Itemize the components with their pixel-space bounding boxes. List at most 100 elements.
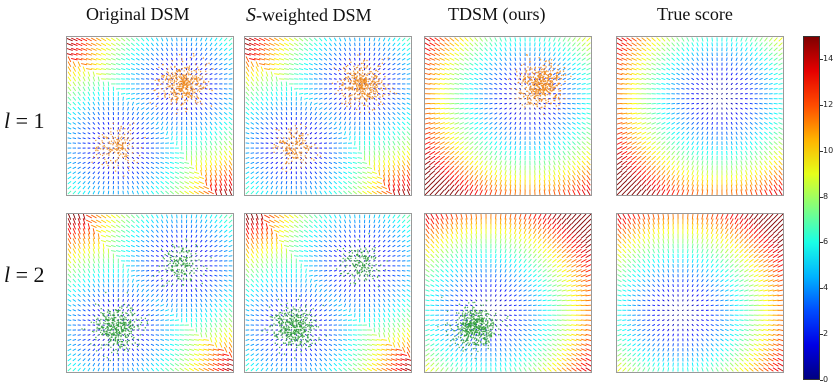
sample-point bbox=[116, 143, 118, 145]
score-arrow bbox=[459, 47, 464, 52]
score-arrow bbox=[209, 47, 213, 52]
score-arrow bbox=[557, 67, 561, 71]
sample-point bbox=[532, 72, 534, 75]
score-arrow bbox=[150, 161, 155, 164]
sample-point bbox=[182, 74, 184, 76]
sample-point bbox=[542, 85, 544, 87]
sample-point bbox=[173, 88, 175, 91]
score-arrow bbox=[469, 184, 474, 191]
score-arrow bbox=[429, 165, 436, 171]
score-arrow bbox=[190, 131, 193, 136]
score-arrow bbox=[392, 174, 396, 181]
score-arrow bbox=[548, 170, 551, 176]
sample-point bbox=[295, 153, 297, 155]
score-arrow bbox=[279, 57, 285, 61]
sample-point bbox=[286, 161, 288, 163]
score-arrow bbox=[338, 116, 342, 121]
sample-point bbox=[547, 91, 549, 93]
score-arrow bbox=[454, 165, 460, 171]
sample-point bbox=[373, 108, 375, 111]
score-arrow bbox=[464, 174, 469, 181]
score-arrow bbox=[275, 106, 278, 111]
score-arrow bbox=[120, 63, 126, 66]
score-arrow bbox=[67, 66, 72, 72]
score-arrow bbox=[368, 140, 371, 146]
score-arrow bbox=[72, 81, 77, 87]
sample-point bbox=[546, 93, 548, 96]
sample-point bbox=[170, 103, 172, 105]
score-arrow bbox=[504, 37, 507, 42]
score-arrow bbox=[509, 131, 512, 135]
score-arrow bbox=[204, 131, 208, 136]
score-arrow bbox=[509, 77, 512, 81]
sample-point bbox=[335, 92, 337, 95]
sample-point bbox=[535, 82, 537, 84]
score-arrow bbox=[82, 122, 86, 125]
score-arrow bbox=[155, 116, 159, 121]
sample-point bbox=[284, 142, 287, 144]
score-arrow bbox=[548, 175, 551, 181]
sample-point bbox=[187, 80, 189, 82]
sample-point bbox=[539, 95, 541, 97]
sample-point bbox=[375, 69, 377, 72]
sample-point bbox=[533, 73, 536, 76]
score-arrow bbox=[474, 42, 479, 47]
score-arrow bbox=[314, 116, 318, 121]
score-arrow bbox=[308, 57, 313, 61]
score-arrow bbox=[562, 189, 566, 195]
sample-point bbox=[170, 91, 172, 93]
sample-point bbox=[202, 87, 205, 89]
score-arrow bbox=[165, 57, 169, 61]
score-arrow bbox=[155, 78, 159, 80]
sample-point bbox=[117, 153, 120, 155]
score-arrow bbox=[474, 160, 479, 166]
sample-point bbox=[197, 77, 200, 79]
sample-point bbox=[373, 92, 375, 95]
sample-point bbox=[176, 83, 178, 86]
sample-point bbox=[382, 94, 384, 96]
score-arrow bbox=[165, 102, 169, 105]
score-arrow bbox=[314, 111, 318, 116]
score-arrow bbox=[145, 52, 150, 56]
score-arrow bbox=[204, 145, 208, 151]
score-arrow bbox=[155, 102, 159, 105]
score-arrow bbox=[368, 136, 371, 141]
sample-point bbox=[172, 92, 174, 94]
score-arrow bbox=[72, 137, 77, 140]
score-arrow bbox=[304, 137, 308, 140]
sample-point bbox=[101, 163, 103, 166]
score-arrow bbox=[567, 37, 571, 42]
score-arrow bbox=[439, 189, 445, 195]
sample-point bbox=[536, 84, 538, 86]
sample-point bbox=[345, 65, 348, 68]
score-arrow bbox=[155, 157, 160, 159]
score-arrow bbox=[378, 155, 381, 161]
score-arrow bbox=[223, 52, 228, 56]
sample-point bbox=[527, 66, 529, 68]
score-arrow bbox=[208, 190, 214, 195]
score-arrow bbox=[519, 37, 521, 42]
score-arrow bbox=[401, 136, 406, 141]
sample-point bbox=[301, 141, 304, 143]
score-arrow bbox=[548, 112, 551, 115]
score-arrow bbox=[150, 185, 155, 190]
score-arrow bbox=[333, 116, 337, 121]
score-arrow bbox=[223, 112, 228, 116]
score-arrow bbox=[691, 37, 695, 42]
score-arrow bbox=[576, 62, 581, 66]
score-arrow bbox=[434, 170, 441, 176]
score-arrow bbox=[343, 137, 348, 140]
sample-point bbox=[539, 91, 541, 93]
score-arrow bbox=[434, 150, 441, 156]
score-arrow bbox=[304, 152, 308, 154]
sample-point bbox=[175, 77, 178, 79]
score-arrow bbox=[228, 174, 233, 181]
score-arrow bbox=[255, 116, 259, 120]
score-arrow bbox=[444, 131, 450, 135]
score-arrow bbox=[484, 112, 488, 115]
score-arrow bbox=[127, 185, 129, 190]
score-arrow bbox=[425, 47, 431, 52]
score-arrow bbox=[509, 37, 512, 42]
sample-point bbox=[175, 87, 177, 89]
score-arrow bbox=[454, 77, 460, 81]
